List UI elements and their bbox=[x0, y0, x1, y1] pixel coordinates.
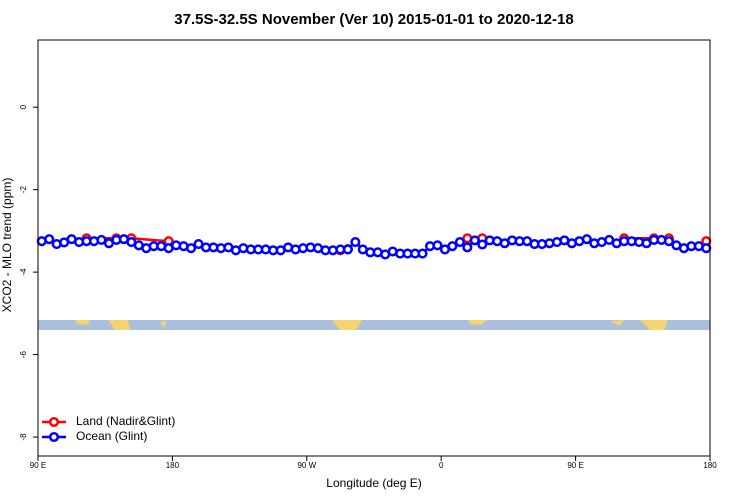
legend-label: Land (Nadir&Glint) bbox=[76, 414, 175, 428]
plot-frame bbox=[37, 39, 711, 457]
data-point bbox=[350, 236, 361, 248]
y-tick-label: -6 bbox=[19, 350, 28, 358]
legend-marker bbox=[48, 431, 60, 443]
x-tick-label: 180 bbox=[703, 461, 717, 470]
data-point bbox=[581, 234, 592, 245]
x-tick-label: 90 W bbox=[297, 461, 316, 470]
data-point bbox=[701, 243, 712, 254]
data-point bbox=[469, 235, 480, 246]
y-tick-label: -8 bbox=[19, 433, 28, 441]
data-point bbox=[454, 236, 465, 248]
x-tick-label: 180 bbox=[166, 461, 180, 470]
data-point bbox=[417, 248, 428, 259]
data-point bbox=[44, 234, 55, 245]
data-point bbox=[462, 242, 473, 253]
y-axis-label: XCO2 - MLO trend (ppm) bbox=[0, 178, 14, 313]
x-tick-label: 90 E bbox=[567, 461, 583, 470]
data-point bbox=[663, 236, 674, 247]
x-axis-label: Longitude (deg E) bbox=[326, 476, 421, 490]
map-strip bbox=[38, 320, 710, 330]
legend-label: Ocean (Glint) bbox=[76, 429, 147, 443]
data-point bbox=[447, 241, 458, 252]
data-point bbox=[477, 239, 488, 250]
legend: Land (Nadir&Glint)Ocean (Glint) bbox=[42, 414, 175, 443]
y-tick-label: 0 bbox=[19, 104, 28, 109]
legend-marker bbox=[48, 416, 60, 428]
data-point bbox=[432, 240, 443, 251]
y-tick-label: -2 bbox=[19, 186, 28, 194]
y-tick-label: -4 bbox=[19, 268, 28, 276]
data-point bbox=[186, 243, 197, 254]
x-tick-label: 0 bbox=[439, 461, 444, 470]
chart-title: 37.5S-32.5S November (Ver 10) 2015-01-01… bbox=[174, 11, 573, 28]
data-point bbox=[342, 244, 353, 255]
x-tick-label: 90 E bbox=[30, 461, 46, 470]
